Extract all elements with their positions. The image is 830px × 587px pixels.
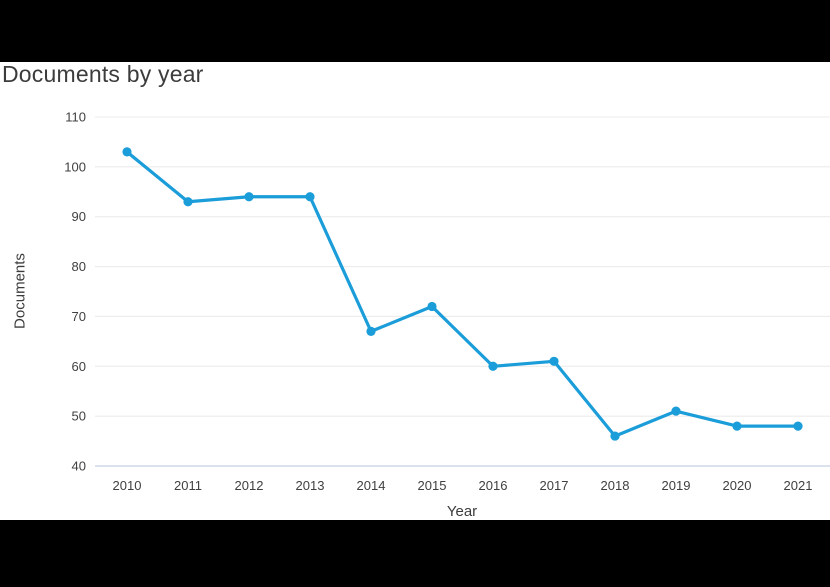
y-tick-label: 110: [65, 110, 86, 125]
top-black-bar: [0, 0, 830, 62]
x-tick-label: 2018: [601, 478, 630, 493]
x-tick-label: 2020: [723, 478, 752, 493]
data-point[interactable]: [244, 192, 254, 202]
y-tick-label: 40: [72, 459, 86, 474]
x-tick-label: 2017: [540, 478, 569, 493]
data-point[interactable]: [488, 361, 498, 371]
data-point[interactable]: [671, 406, 681, 416]
y-tick-label: 80: [72, 259, 86, 274]
x-tick-label: 2021: [784, 478, 813, 493]
data-point[interactable]: [732, 421, 742, 431]
data-line-documents: [125, 150, 800, 438]
y-tick-label: 60: [72, 359, 86, 374]
x-tick-label: 2015: [418, 478, 447, 493]
data-point[interactable]: [183, 197, 193, 207]
data-point[interactable]: [122, 147, 132, 157]
y-tick-label: 50: [72, 409, 86, 424]
data-point[interactable]: [610, 431, 620, 441]
x-tick-label: 2013: [296, 478, 325, 493]
y-tick-label: 100: [64, 159, 86, 174]
data-point[interactable]: [427, 301, 437, 312]
x-tick-label: 2010: [113, 478, 142, 493]
y-tick-label: 70: [72, 309, 86, 324]
data-point[interactable]: [793, 421, 803, 431]
x-axis-label: Year: [446, 503, 478, 520]
y-tick-label: 90: [72, 209, 86, 224]
x-tick-label: 2014: [357, 478, 386, 493]
data-point[interactable]: [549, 356, 559, 366]
x-tick-label: 2019: [662, 478, 691, 493]
x-tick-label: 2016: [479, 478, 508, 493]
bottom-black-bar: [0, 520, 830, 587]
chart-title: Documents by year: [2, 61, 204, 87]
data-point[interactable]: [366, 326, 376, 336]
data-point[interactable]: [305, 192, 315, 202]
x-tick-label: 2012: [235, 478, 264, 493]
x-tick-label: 2011: [174, 478, 202, 493]
